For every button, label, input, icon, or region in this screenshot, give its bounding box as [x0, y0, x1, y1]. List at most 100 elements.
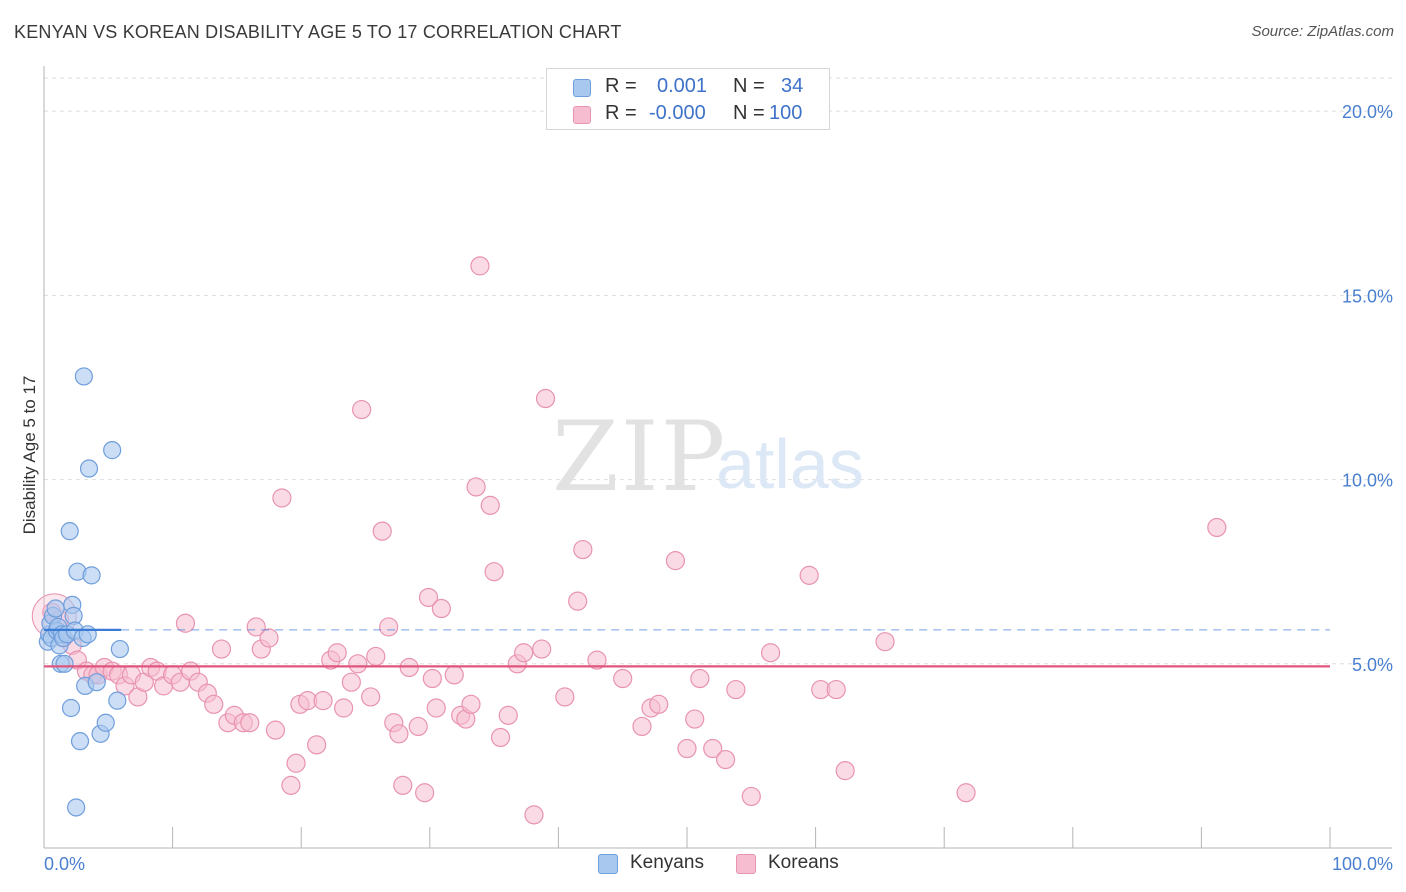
- y-tick-label: 20.0%: [1342, 102, 1393, 122]
- korean-point: [246, 617, 266, 637]
- korean-point: [379, 617, 399, 637]
- kenyan-point: [78, 625, 97, 644]
- legend-row-koreans: R = -0.000 N = 100: [547, 102, 831, 126]
- korean-point: [835, 761, 855, 781]
- kenyan-point: [67, 798, 86, 817]
- chart-title: KENYAN VS KOREAN DISABILITY AGE 5 TO 17 …: [14, 22, 622, 42]
- kenyan-point: [82, 566, 101, 585]
- korean-point: [484, 562, 504, 582]
- legend-row-kenyans: R = 0.001 N = 34: [547, 75, 831, 99]
- korean-point: [313, 691, 333, 711]
- korean-point: [327, 643, 347, 663]
- korean-point: [760, 643, 781, 663]
- watermark-zip: ZIP: [552, 401, 727, 513]
- x-tick-label: 100.0%: [1332, 854, 1393, 874]
- kenyan-point: [61, 698, 81, 718]
- korean-point: [1207, 517, 1227, 538]
- y-tick-label: 5.0%: [1352, 655, 1393, 675]
- kenyan-point: [110, 639, 129, 659]
- kenyans-legend-swatch: [598, 854, 618, 874]
- gridlines: [44, 77, 1392, 665]
- y-tick-label: 15.0%: [1342, 286, 1393, 306]
- korean-point: [281, 775, 301, 795]
- legend-r-label: R =: [605, 102, 637, 124]
- korean-point: [372, 521, 392, 541]
- source-credit: Source: ZipAtlas.com: [1251, 23, 1394, 40]
- korean-point: [240, 713, 260, 733]
- correlation-legend: R = 0.001 N = 34 R = -0.000 N = 100: [546, 68, 830, 130]
- korean-point: [461, 694, 481, 714]
- koreans-legend-label: Koreans: [768, 852, 839, 873]
- korean-point: [826, 679, 846, 700]
- y-tick-label: 10.0%: [1342, 471, 1393, 491]
- legend-item-kenyans: Kenyans: [598, 852, 718, 878]
- korean-point: [348, 654, 368, 674]
- korean-point: [649, 694, 669, 714]
- kenyans-swatch: [573, 79, 591, 97]
- kenyan-point: [60, 522, 79, 541]
- koreans-points: [31, 256, 1227, 825]
- korean-point: [175, 613, 196, 633]
- korean-point: [341, 672, 361, 692]
- korean-point: [573, 539, 593, 560]
- kenyan-point: [74, 367, 93, 386]
- korean-point: [204, 694, 224, 714]
- korean-point: [514, 643, 534, 663]
- axes: [43, 66, 1392, 849]
- korean-point: [535, 388, 556, 409]
- korean-point: [426, 698, 446, 718]
- korean-point: [715, 749, 736, 770]
- legend-r-value: -0.000: [649, 102, 706, 124]
- kenyan-point: [87, 673, 106, 692]
- korean-point: [366, 646, 386, 667]
- kenyan-point: [96, 713, 115, 732]
- korean-point: [415, 783, 435, 803]
- korean-point: [444, 665, 464, 685]
- korean-point: [555, 687, 575, 707]
- legend-n-value: 100: [769, 102, 803, 124]
- korean-point: [703, 738, 723, 759]
- kenyan-point: [70, 732, 90, 751]
- korean-point: [470, 256, 490, 276]
- kenyan-point: [55, 654, 74, 673]
- korean-point: [613, 668, 633, 689]
- korean-point: [532, 639, 552, 659]
- korean-point: [685, 709, 705, 729]
- korean-point: [677, 738, 697, 759]
- x-tick-label: 0.0%: [44, 854, 85, 874]
- korean-point: [466, 477, 486, 497]
- korean-point: [799, 565, 819, 585]
- kenyan-point: [46, 599, 65, 618]
- korean-point: [690, 668, 710, 689]
- korean-point: [875, 632, 895, 652]
- kenyans-legend-label: Kenyans: [630, 852, 704, 873]
- korean-point: [389, 724, 409, 744]
- legend-r-value: 0.001: [657, 75, 708, 97]
- korean-point: [568, 591, 588, 611]
- watermark-atlas: atlas: [716, 425, 864, 503]
- korean-point: [211, 639, 232, 659]
- korean-point: [352, 399, 372, 420]
- trend-lines: [44, 628, 1330, 668]
- korean-point: [422, 668, 442, 689]
- korean-point: [431, 598, 451, 619]
- korean-point: [361, 687, 381, 707]
- korean-point: [956, 783, 976, 803]
- korean-point: [399, 657, 419, 678]
- korean-point: [286, 753, 306, 773]
- korean-point: [490, 727, 511, 748]
- korean-point: [418, 587, 439, 608]
- koreans-swatch: [573, 106, 591, 124]
- korean-point: [393, 775, 413, 795]
- legend-n-label: N =: [733, 102, 765, 124]
- korean-point: [265, 720, 286, 740]
- legend-n-value: 34: [781, 75, 804, 97]
- korean-point: [524, 805, 544, 825]
- kenyan-point: [79, 459, 99, 478]
- korean-point: [665, 551, 686, 571]
- legend-n-label: N =: [733, 75, 765, 97]
- koreans-legend-swatch: [736, 854, 756, 874]
- kenyan-point: [108, 691, 127, 710]
- legend-item-koreans: Koreans: [736, 852, 856, 878]
